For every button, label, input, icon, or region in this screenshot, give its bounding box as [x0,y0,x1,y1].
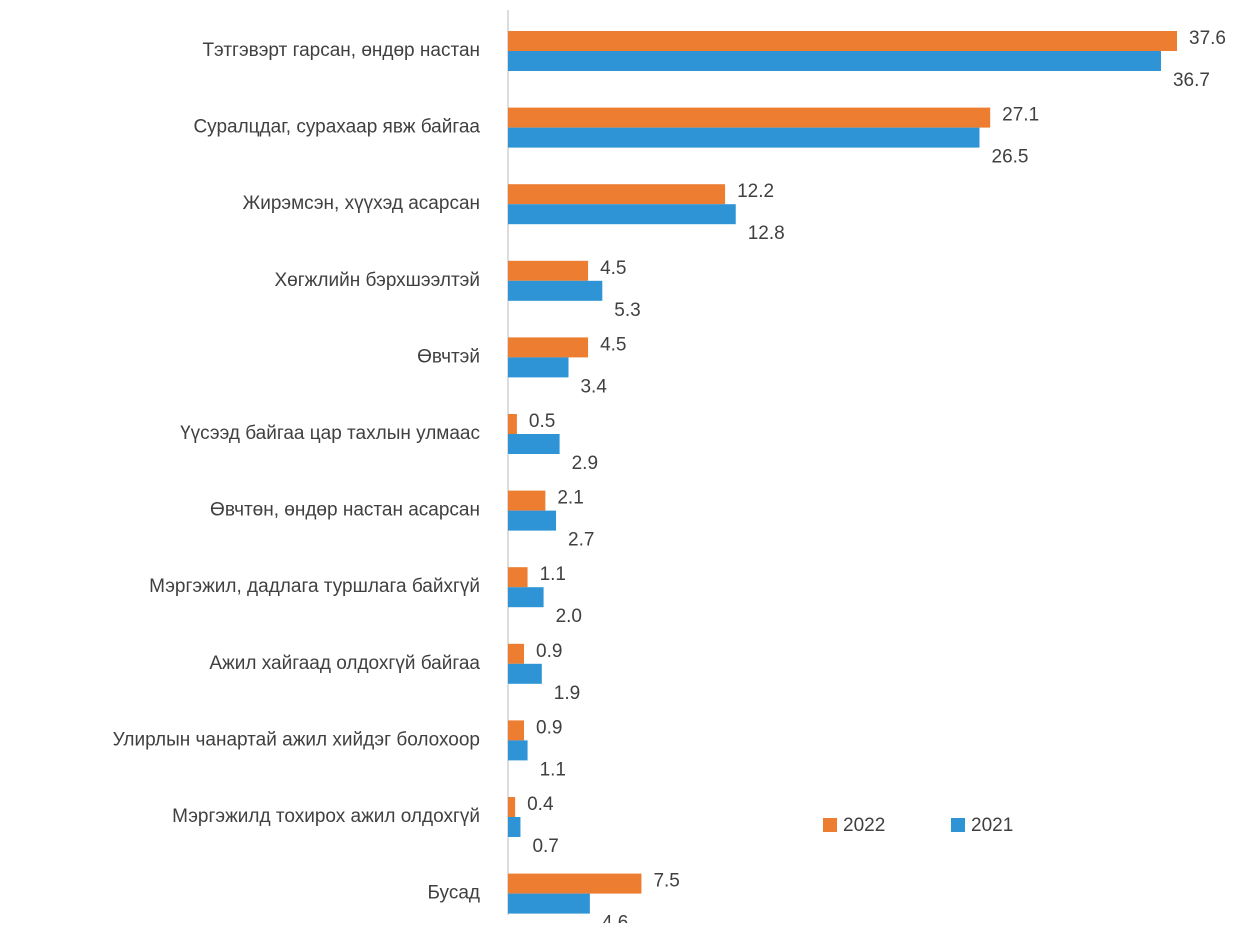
bar [508,510,557,531]
data-label: 0.9 [536,641,562,662]
data-label: 4.5 [600,258,626,279]
bar [508,587,544,608]
bar [508,337,589,358]
bar [508,740,528,761]
bar [508,31,1177,51]
bar [508,51,1161,71]
category-label: Улирлын чанартай ажил хийдэг болохоор [113,729,480,750]
bar [508,357,569,378]
bar [508,204,736,225]
data-label: 0.7 [532,836,558,857]
bar [508,663,542,684]
data-label: 4.5 [600,334,626,355]
data-label: 12.2 [737,181,774,202]
data-label: 1.9 [554,683,580,704]
bar [508,184,726,205]
data-label: 2.9 [572,453,598,474]
bar [508,817,521,837]
category-label: Мэргэжил, дадлага туршлага байхгүй [149,576,480,597]
bar [508,643,525,664]
data-label: 3.4 [580,376,607,397]
data-label: 12.8 [748,223,785,244]
data-label: 27.1 [1002,105,1039,126]
legend-label: 2021 [971,815,1013,836]
category-label: Тэтгэвэрт гарсан, өндөр настан [202,40,480,61]
bar [508,720,525,741]
category-label: Мэргэжилд тохирох ажил олдохгүй [172,806,480,827]
legend-swatch [823,818,837,832]
category-label: Өвчтөн, өндөр настан асарсан [210,500,480,521]
data-label: 1.1 [540,564,566,585]
bar [508,490,546,511]
category-label: Суралцдаг, сурахаар явж байгаа [193,117,480,138]
bar [508,414,517,434]
bar [508,280,603,301]
data-label: 36.7 [1173,70,1210,91]
bar [508,893,590,914]
category-label: Үүсээд байгаа цар тахлын улмаас [180,423,480,444]
data-label: 5.3 [614,300,640,321]
bar [508,107,991,128]
data-label: 0.9 [536,717,562,738]
data-label: 1.1 [540,759,566,780]
bar [508,260,589,281]
data-label: 0.5 [529,411,555,432]
bar [508,434,560,454]
data-label: 7.5 [653,871,679,892]
bar [508,797,516,817]
legend-label: 2022 [843,815,885,836]
category-label: Ажил хайгаад олдохгүй байгаа [209,653,480,674]
data-label: 2.1 [557,488,583,509]
category-label: Хөгжлийн бэрхшээлтэй [275,270,481,291]
data-label: 2.0 [556,606,582,627]
data-label: 4.6 [602,913,628,923]
category-label: Өвчтэй [417,346,480,367]
data-label: 37.6 [1189,28,1226,49]
category-label: Бусад [428,883,481,904]
data-label: 2.7 [568,530,594,551]
bar [508,873,642,894]
bar [508,127,980,148]
data-label: 26.5 [992,147,1029,168]
data-label: 0.4 [527,794,554,815]
legend-swatch [951,818,965,832]
category-label: Жирэмсэн, хүүхэд асарсан [243,193,480,214]
bar [508,567,528,588]
